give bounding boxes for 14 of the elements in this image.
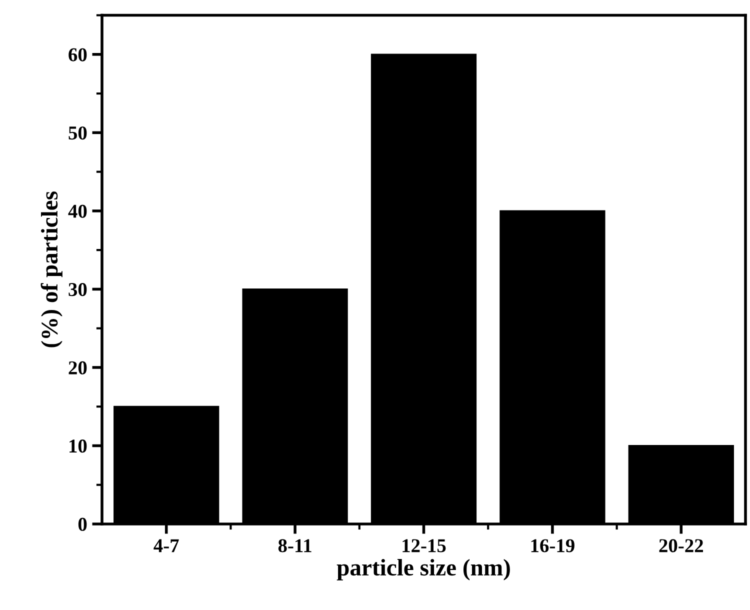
x-tick-label: 12-15 [402, 539, 446, 552]
y-tick-label: 40 [68, 204, 87, 218]
y-tick-label: 50 [68, 126, 87, 140]
y-tick-label: 10 [70, 440, 87, 453]
x-tick-label: 8-11 [278, 539, 312, 552]
y-tick-label: 20 [68, 361, 87, 374]
y-axis-title: (%) of particles [40, 192, 62, 348]
x-tick-label: 20-22 [659, 539, 703, 552]
y-tick-label: 30 [68, 283, 87, 296]
x-tick-label: 16-19 [531, 539, 574, 552]
y-tick-label: 60 [68, 48, 87, 62]
x-tick-label: 4-7 [154, 539, 179, 552]
x-axis-title: particle size (nm) [336, 558, 510, 580]
y-tick-label: 0 [78, 518, 87, 531]
